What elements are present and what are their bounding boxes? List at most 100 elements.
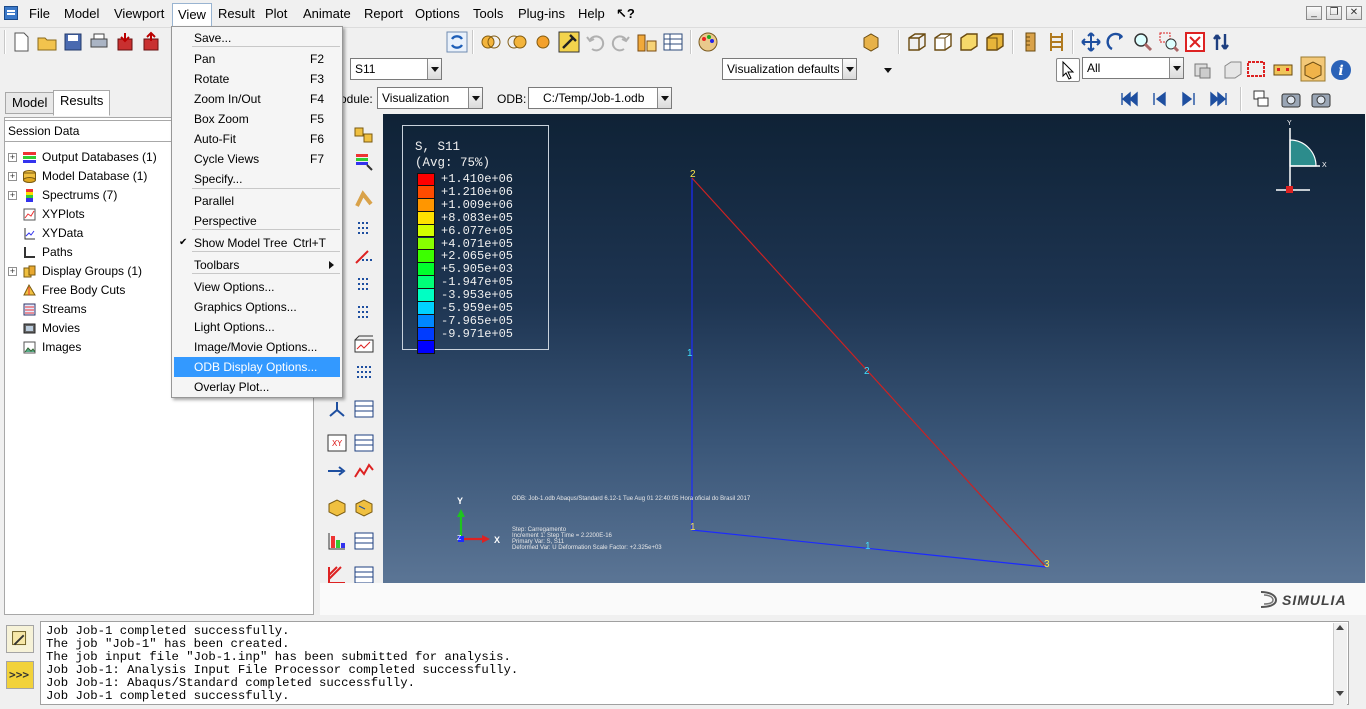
zoom-icon[interactable]: [1132, 31, 1154, 53]
cycle-views-icon[interactable]: [1210, 31, 1232, 53]
open-folder-icon[interactable]: [36, 31, 58, 53]
toolbox-color-code-icon[interactable]: [326, 530, 348, 552]
minimize-icon[interactable]: _: [1306, 6, 1322, 20]
view-menu-item-parallel[interactable]: Parallel: [174, 191, 340, 211]
expand-icon[interactable]: +: [8, 266, 17, 276]
toolbox-report-icon[interactable]: [353, 398, 375, 420]
toolbox-xy-chart-icon[interactable]: [353, 460, 375, 482]
print-icon[interactable]: [88, 31, 110, 53]
select-box-icon[interactable]: [1300, 56, 1326, 82]
menu-plug-ins[interactable]: Plug-ins: [518, 6, 565, 21]
app-icon[interactable]: [4, 6, 18, 20]
toolbox-field-table-icon[interactable]: [353, 564, 375, 586]
contour-deformed-icon[interactable]: [506, 31, 528, 53]
rotate-icon[interactable]: [1106, 31, 1128, 53]
previous-frame-icon[interactable]: [1148, 88, 1170, 110]
export-odb-icon[interactable]: [140, 31, 162, 53]
query-tool-icon[interactable]: [558, 31, 580, 53]
close-icon[interactable]: ✕: [1346, 6, 1362, 20]
drag-select-icon[interactable]: [1246, 59, 1268, 81]
command-line-button[interactable]: >>>: [6, 661, 34, 689]
restore-icon[interactable]: ❐: [1326, 6, 1342, 20]
field-output-sync-icon[interactable]: [446, 31, 468, 53]
shaded-icon[interactable]: [984, 31, 1006, 53]
filled-icon[interactable]: [958, 31, 980, 53]
toolbox-table-icon[interactable]: [353, 530, 375, 552]
toolbox-cut-icon[interactable]: [353, 246, 375, 268]
scroll-down-icon[interactable]: [1336, 691, 1344, 696]
color-palette-icon[interactable]: [697, 31, 719, 53]
movie-camera-icon[interactable]: [1310, 88, 1332, 110]
menu-tools[interactable]: Tools: [473, 6, 504, 21]
frame-select-icon[interactable]: [1250, 88, 1272, 110]
toolbox-superimpose-icon[interactable]: [353, 496, 375, 518]
toolbox-xy-data-icon[interactable]: [353, 432, 375, 454]
menu-animate[interactable]: Animate: [303, 6, 351, 21]
toolbox-list-icon[interactable]: [353, 218, 375, 240]
select-arrow-icon[interactable]: [1056, 58, 1080, 82]
info-icon[interactable]: i: [1330, 59, 1352, 81]
toolbox-xy-plot-icon[interactable]: XY: [326, 432, 348, 454]
view-menu-item-image-movie-options[interactable]: Image/Movie Options...: [174, 337, 340, 357]
menu-view[interactable]: View: [172, 3, 212, 28]
expand-icon[interactable]: +: [8, 152, 17, 162]
tab-results[interactable]: Results: [53, 90, 111, 116]
view-menu-item-view-options[interactable]: View Options...: [174, 277, 340, 297]
render-cube-icon[interactable]: [860, 31, 882, 53]
view-menu-item-rotate[interactable]: Rotate F3: [174, 69, 340, 89]
toolbox-path-icon[interactable]: [353, 188, 375, 210]
view-menu-item-perspective[interactable]: Perspective: [174, 211, 340, 231]
view-menu-item-box-zoom[interactable]: Box Zoom F5: [174, 109, 340, 129]
toolbox-free-body-icon[interactable]: [326, 398, 348, 420]
view-menu-item-toolbars[interactable]: Toolbars: [174, 255, 340, 275]
message-log[interactable]: Job Job-1 completed successfully. The job…: [40, 621, 1349, 705]
view-menu-item-save[interactable]: Save...: [174, 28, 340, 48]
result-table-icon[interactable]: [662, 31, 684, 53]
odb-combo[interactable]: C:/Temp/Job-1.odb: [528, 87, 672, 109]
toolbox-display-groups-icon[interactable]: [353, 362, 375, 384]
toolbox-movie-icon[interactable]: [353, 334, 375, 356]
menu-options[interactable]: Options: [415, 6, 460, 21]
box-zoom-icon[interactable]: [1158, 31, 1180, 53]
contour-both-icon[interactable]: [532, 31, 554, 53]
render-style-combo[interactable]: Visualization defaults: [722, 58, 857, 80]
hidden-line-icon[interactable]: [932, 31, 954, 53]
select-nodes-icon[interactable]: [1272, 59, 1294, 81]
menu-file[interactable]: File: [29, 6, 50, 21]
menu-result[interactable]: Result: [218, 6, 255, 21]
pan-icon[interactable]: [1080, 31, 1102, 53]
camera-icon[interactable]: [1280, 88, 1302, 110]
plot-state-icon[interactable]: [636, 31, 658, 53]
selection-filter-combo[interactable]: All: [1082, 57, 1184, 79]
module-combo[interactable]: Visualization: [377, 87, 483, 109]
view-menu-item-overlay-plot[interactable]: Overlay Plot...: [174, 377, 340, 397]
toolbox-xy-operate-icon[interactable]: [326, 460, 348, 482]
message-tab-button[interactable]: [6, 625, 34, 653]
menu-plot[interactable]: Plot: [265, 6, 288, 21]
view-menu-item-pan[interactable]: Pan F2: [174, 49, 340, 69]
view-menu-item-light-options[interactable]: Light Options...: [174, 317, 340, 337]
shape-toggle-icon[interactable]: [1222, 59, 1244, 81]
ruler-icon[interactable]: [1020, 31, 1042, 53]
toolbox-field-output-icon[interactable]: [353, 152, 375, 174]
view-menu-item-specify[interactable]: Specify...: [174, 169, 340, 189]
view-menu-item-cycle-views[interactable]: Cycle Views F7: [174, 149, 340, 169]
first-frame-icon[interactable]: [1118, 88, 1140, 110]
undo-icon[interactable]: [584, 31, 606, 53]
render-cube-dropdown-icon[interactable]: [884, 68, 892, 73]
auto-fit-icon[interactable]: [1184, 31, 1206, 53]
new-file-icon[interactable]: [10, 31, 32, 53]
save-icon[interactable]: [62, 31, 84, 53]
view-menu-item-odb-display-options[interactable]: ODB Display Options...: [174, 357, 340, 377]
view-menu-item-show-model-tree[interactable]: ✔ Show Model Tree Ctrl+T: [174, 233, 340, 253]
ladder-icon[interactable]: [1046, 31, 1068, 53]
view-menu-item-auto-fit[interactable]: Auto-Fit F6: [174, 129, 340, 149]
toolbox-animate-icon[interactable]: [353, 124, 375, 146]
last-frame-icon[interactable]: [1208, 88, 1230, 110]
import-odb-icon[interactable]: [114, 31, 136, 53]
tab-model[interactable]: Model: [5, 92, 55, 114]
menu-model[interactable]: Model: [64, 6, 100, 21]
selection-options-icon[interactable]: [1192, 59, 1214, 81]
context-help-icon[interactable]: ↖?: [616, 6, 635, 21]
toolbox-material-icon[interactable]: [353, 302, 375, 324]
